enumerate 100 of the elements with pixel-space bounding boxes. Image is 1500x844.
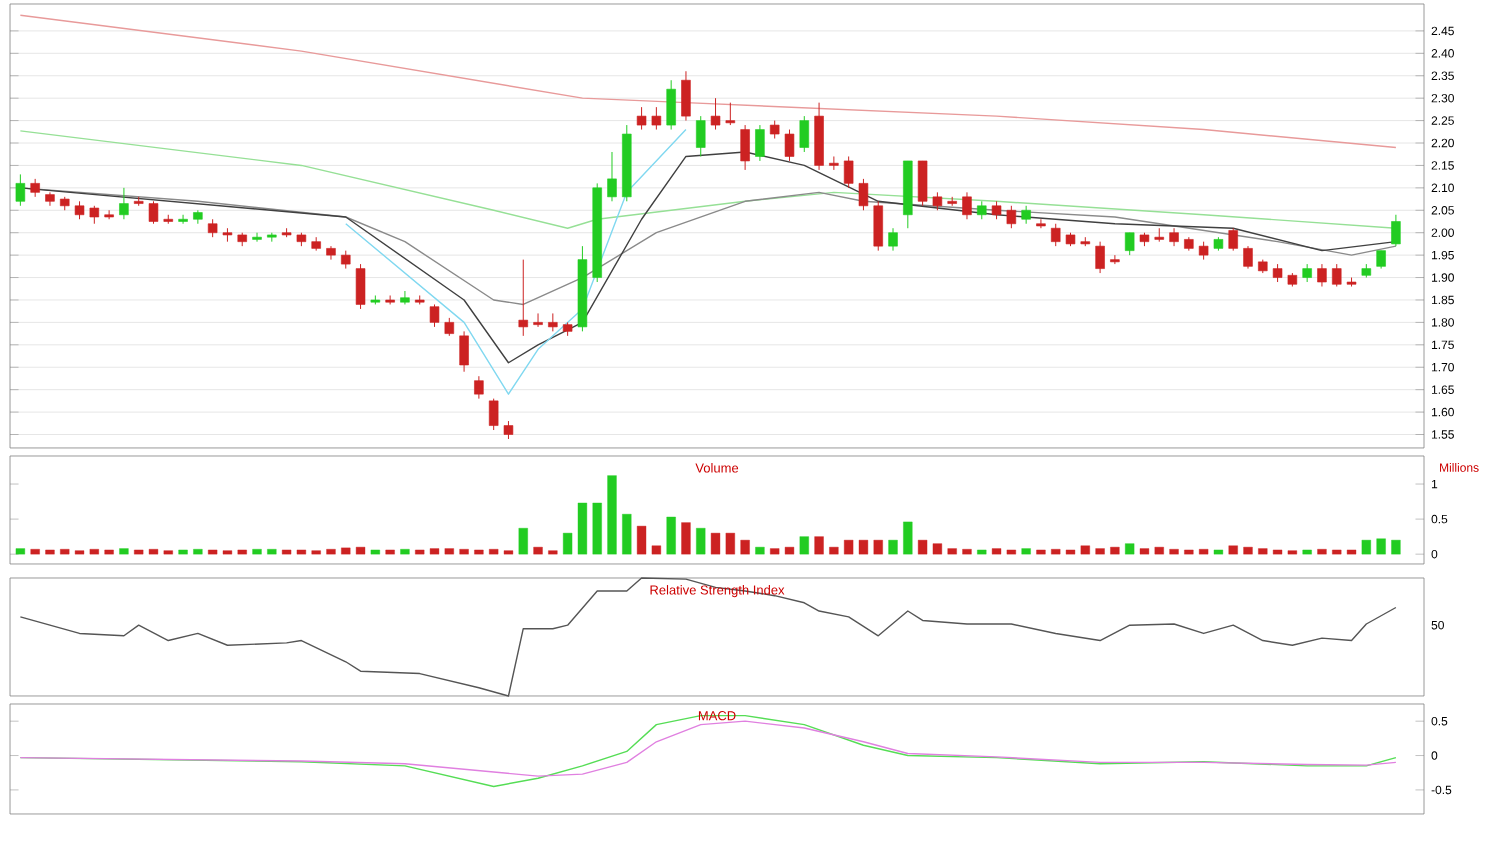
candlestick bbox=[119, 187, 129, 220]
bar bbox=[178, 549, 188, 555]
bar bbox=[710, 532, 721, 555]
candlestick bbox=[1124, 232, 1135, 256]
candlestick bbox=[1317, 263, 1327, 288]
candlestick bbox=[518, 259, 528, 337]
bar bbox=[799, 536, 809, 555]
bar bbox=[30, 549, 40, 555]
bar bbox=[991, 548, 1002, 555]
bar bbox=[1332, 549, 1342, 555]
bar bbox=[696, 528, 706, 555]
bar bbox=[518, 528, 528, 555]
bar bbox=[858, 539, 869, 555]
candlestick bbox=[740, 124, 750, 171]
line-series bbox=[19, 720, 1397, 777]
bar bbox=[60, 549, 70, 555]
bar bbox=[489, 549, 499, 555]
bar bbox=[977, 549, 987, 555]
candlestick bbox=[400, 290, 410, 305]
candlestick bbox=[1332, 263, 1342, 288]
bar bbox=[1169, 549, 1179, 555]
candlestick bbox=[755, 124, 765, 162]
bar bbox=[651, 545, 662, 555]
bar bbox=[1213, 549, 1224, 555]
candlestick bbox=[873, 200, 883, 252]
bar bbox=[1302, 549, 1312, 555]
bar bbox=[400, 549, 410, 555]
bar bbox=[1051, 549, 1061, 555]
bar bbox=[385, 549, 395, 555]
bar bbox=[1184, 549, 1194, 555]
line-series bbox=[19, 14, 1397, 149]
candlestick bbox=[651, 106, 662, 131]
bar bbox=[607, 475, 617, 555]
bar bbox=[592, 502, 602, 555]
bar bbox=[1036, 549, 1046, 555]
candlestick bbox=[843, 155, 854, 189]
bar bbox=[134, 549, 144, 555]
bar bbox=[1154, 546, 1164, 555]
bar bbox=[281, 549, 292, 555]
candlestick bbox=[148, 200, 159, 225]
candlestick bbox=[1228, 227, 1238, 252]
bar bbox=[1258, 548, 1268, 555]
bar bbox=[1228, 545, 1238, 555]
bar bbox=[119, 548, 129, 555]
bar bbox=[415, 549, 425, 555]
bar bbox=[814, 536, 824, 555]
bar bbox=[1080, 545, 1090, 555]
candlestick bbox=[696, 115, 706, 157]
bar bbox=[1317, 549, 1327, 555]
candlestick bbox=[1391, 214, 1401, 247]
candlestick bbox=[355, 263, 366, 310]
candlestick bbox=[326, 245, 336, 261]
bar bbox=[45, 549, 55, 555]
candlestick bbox=[15, 173, 26, 207]
bar bbox=[237, 549, 247, 555]
candlestick bbox=[917, 160, 928, 207]
bar bbox=[252, 549, 262, 555]
bar bbox=[370, 549, 380, 555]
candlestick bbox=[1050, 223, 1061, 247]
bar bbox=[193, 549, 203, 555]
bar bbox=[459, 549, 469, 555]
bar bbox=[1139, 548, 1150, 555]
candlestick bbox=[607, 151, 617, 202]
bar bbox=[89, 549, 99, 555]
bar bbox=[296, 549, 307, 555]
bar bbox=[1198, 549, 1209, 555]
candlestick bbox=[429, 303, 440, 328]
candlestick bbox=[962, 191, 972, 220]
bar bbox=[326, 549, 336, 555]
bar bbox=[1065, 549, 1076, 555]
candlestick bbox=[1095, 241, 1105, 274]
candlestick bbox=[799, 115, 810, 153]
candlestick bbox=[1006, 205, 1017, 229]
candlestick bbox=[858, 178, 869, 211]
bar bbox=[15, 548, 26, 555]
bar bbox=[474, 549, 484, 555]
candlestick bbox=[459, 330, 469, 373]
bar bbox=[104, 549, 114, 555]
bar bbox=[622, 514, 632, 555]
candlestick bbox=[45, 191, 55, 207]
bar bbox=[932, 543, 943, 555]
bar bbox=[1391, 539, 1401, 555]
candlestick bbox=[666, 79, 676, 131]
bar bbox=[666, 516, 676, 555]
bar bbox=[1376, 538, 1386, 555]
bar bbox=[784, 546, 795, 555]
bar bbox=[844, 539, 854, 555]
candlestick bbox=[888, 227, 898, 252]
bar bbox=[1361, 539, 1371, 555]
bar bbox=[533, 546, 543, 555]
candlestick bbox=[1243, 245, 1253, 270]
bar bbox=[903, 521, 913, 555]
bar bbox=[429, 548, 440, 555]
bar bbox=[917, 539, 928, 555]
bar bbox=[1243, 546, 1253, 555]
bar bbox=[148, 549, 159, 555]
bar bbox=[829, 546, 839, 555]
bar bbox=[770, 548, 780, 555]
candlestick bbox=[636, 106, 647, 131]
bar bbox=[444, 548, 454, 555]
